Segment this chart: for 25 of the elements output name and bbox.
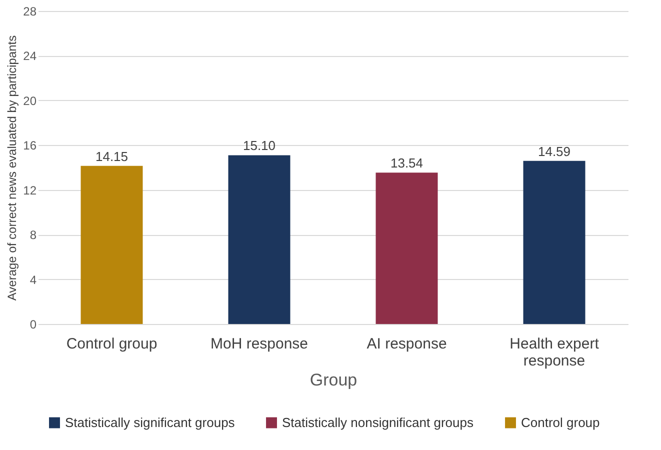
y-tick-label: 16 bbox=[23, 138, 37, 153]
x-tick-label: MoH response bbox=[210, 336, 308, 352]
legend-label: Statistically nonsignificant groups bbox=[282, 414, 474, 430]
data-label: 14.15 bbox=[95, 148, 128, 164]
bar bbox=[80, 166, 143, 324]
y-axis-title: Average of correct news evaluated by participants bbox=[5, 35, 20, 301]
legend-label: Statistically significant groups bbox=[65, 414, 236, 430]
x-tick-label: AI response bbox=[366, 336, 447, 352]
y-tick-label: 20 bbox=[23, 94, 37, 108]
x-tick-label: Health expert response bbox=[510, 336, 600, 370]
x-axis-title: Group bbox=[310, 370, 358, 390]
bar bbox=[376, 172, 438, 324]
legend-label: Control group bbox=[521, 414, 600, 430]
y-tick-label: 0 bbox=[30, 318, 37, 332]
data-label: 15.10 bbox=[242, 138, 276, 154]
bar bbox=[228, 155, 290, 324]
data-label: 13.54 bbox=[390, 156, 424, 171]
bar bbox=[523, 160, 586, 324]
y-tick-label: 12 bbox=[23, 183, 37, 198]
x-tick-label: Control group bbox=[66, 336, 158, 352]
y-tick-label: 28 bbox=[23, 4, 37, 18]
y-tick-label: 8 bbox=[30, 228, 37, 242]
y-tick-label: 24 bbox=[23, 49, 37, 64]
data-label: 14.59 bbox=[538, 144, 571, 159]
y-tick-label: 4 bbox=[30, 272, 37, 287]
